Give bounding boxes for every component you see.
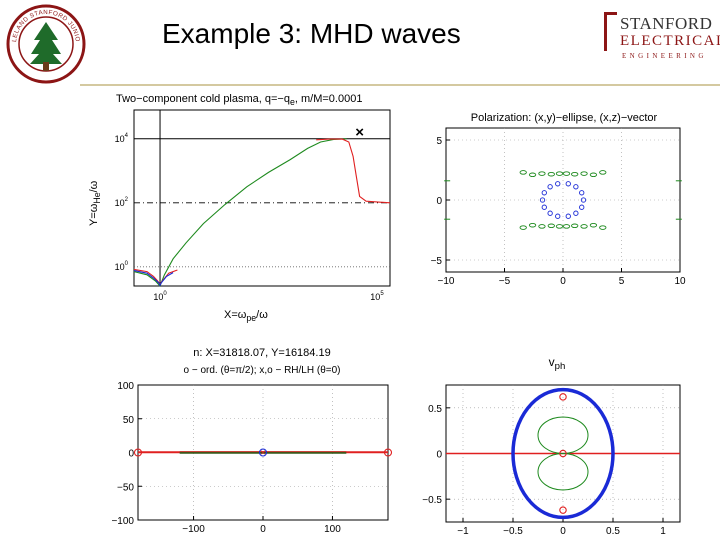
- green-polarization-ellipse: [528, 222, 537, 228]
- index-circle-blue: [258, 448, 268, 457]
- blue-polarization-ellipse: [541, 190, 547, 196]
- blue-polarization-ellipse: [573, 184, 579, 190]
- green-polarization-ellipse: [599, 170, 607, 175]
- green-polarization-ellipse: [599, 225, 607, 230]
- plot-title: Two−component cold plasma, q=−qe, m/M=0.…: [116, 93, 362, 107]
- refractive-index-plot: n: X=31818.07, Y=16184.19 o − ord. (θ=π/2…: [111, 347, 393, 535]
- red-velocity-circle: [559, 449, 567, 458]
- stanford-logo: STANFORD ELECTRICAL ENGINEERING: [604, 10, 720, 66]
- green-velocity-lobe: [537, 416, 589, 455]
- logo-engineering: ENGINEERING: [622, 52, 707, 60]
- y-tick-label: 5: [436, 136, 442, 147]
- university-seal: LELAND STANFORD JUNIOR UNIVERSITY: [4, 0, 86, 84]
- plot-title: n: X=31818.07, Y=16184.19: [193, 347, 330, 359]
- green-polarization-ellipse: [562, 224, 571, 229]
- x-tick-label: 1: [660, 526, 666, 537]
- green-velocity-lobe: [537, 453, 589, 491]
- x-tick-label: 5: [619, 276, 625, 287]
- plot-title: vph: [549, 355, 566, 372]
- blue-polarization-ellipse: [573, 210, 579, 216]
- title-divider: [80, 84, 720, 86]
- series-line-green-0: [133, 138, 347, 288]
- green-polarization-ellipse: [580, 224, 588, 229]
- green-polarization-ellipse: [555, 224, 564, 229]
- green-polarization-ellipse: [571, 223, 579, 229]
- series-line-blue-2: [133, 270, 174, 287]
- x-tick-label: −100: [182, 524, 205, 535]
- y-tick-label: 0.5: [428, 404, 442, 415]
- x-tick-label: 100: [324, 524, 341, 535]
- blue-polarization-ellipse: [579, 190, 585, 196]
- plot-subtitle: o − ord. (θ=π/2); x,o − RH/LH (θ=0): [184, 365, 341, 376]
- green-polarization-ellipse: [519, 225, 527, 230]
- x-tick-label: −0.5: [503, 526, 523, 537]
- blue-polarization-ellipse: [541, 204, 547, 210]
- y-tick-label: −5: [431, 256, 443, 267]
- dispersion-plot: Two−component cold plasma, q=−qe, m/M=0.…: [88, 93, 391, 323]
- index-circle-red: [133, 448, 143, 457]
- green-polarization-ellipse: [589, 222, 598, 228]
- blue-velocity-ellipse: [511, 387, 615, 520]
- slide-title: Example 3: MHD waves: [162, 18, 461, 49]
- y-tick-label: 100: [117, 381, 134, 392]
- index-circle-red: [383, 448, 393, 457]
- green-polarization-ellipse: [562, 171, 571, 176]
- y-tick-label: −0.5: [422, 495, 442, 506]
- y-tick-label: −50: [117, 482, 134, 493]
- y-tick-label: 0: [436, 450, 442, 461]
- x-tick-label: 100: [153, 291, 167, 302]
- green-polarization-ellipse: [571, 171, 579, 177]
- x-tick-label: 0: [560, 526, 566, 537]
- green-polarization-ellipse: [555, 171, 564, 176]
- plot-frame: [133, 109, 391, 287]
- x-tick-label: 0.5: [606, 526, 620, 537]
- red-velocity-circle: [559, 506, 567, 514]
- x-tick-label: −1: [457, 526, 469, 537]
- plot-title: Polarization: (x,y)−ellipse, (x,z)−vecto…: [471, 112, 658, 124]
- y-tick-label: 104: [115, 133, 129, 144]
- index-cross-marker: ×: [260, 448, 265, 458]
- green-polarization-ellipse: [547, 223, 555, 229]
- logo-stanford: STANFORD: [620, 14, 713, 33]
- blue-polarization-ellipse: [547, 184, 553, 190]
- blue-polarization-ellipse: [565, 213, 571, 219]
- green-polarization-ellipse: [538, 171, 546, 176]
- y-tick-label: 102: [115, 197, 129, 208]
- logo-electrical: ELECTRICAL: [620, 33, 720, 49]
- series-line-red-3: [316, 138, 391, 204]
- y-tick-label: 0: [436, 196, 442, 207]
- y-tick-label: −100: [111, 516, 134, 527]
- x-tick-label: 105: [370, 291, 384, 302]
- green-polarization-ellipse: [519, 170, 527, 175]
- green-polarization-ellipse: [589, 172, 598, 178]
- x-axis-label: X=ωpe/ω: [224, 309, 268, 323]
- blue-polarization-ellipse: [555, 181, 561, 187]
- x-tick-label: −10: [438, 276, 455, 287]
- y-axis-label: Y=ωHe/ω: [88, 180, 102, 226]
- blue-polarization-ellipse: [555, 213, 561, 219]
- y-tick-label: 0: [128, 449, 134, 460]
- blue-polarization-ellipse: [547, 210, 553, 216]
- x-tick-label: 10: [674, 276, 686, 287]
- green-polarization-ellipse: [528, 172, 537, 178]
- red-velocity-circle: [559, 393, 567, 401]
- y-tick-label: 50: [123, 415, 135, 426]
- green-polarization-ellipse: [580, 171, 588, 176]
- y-tick-label: 100: [115, 261, 129, 272]
- polarization-plot: Polarization: (x,y)−ellipse, (x,z)−vecto…: [431, 112, 686, 287]
- blue-polarization-ellipse: [579, 204, 585, 210]
- x-tick-label: 0: [560, 276, 566, 287]
- x-tick-label: −5: [499, 276, 511, 287]
- blue-polarization-ellipse: [565, 181, 571, 187]
- marker-x: ×: [355, 124, 364, 141]
- blue-polarization-ellipse: [539, 197, 546, 203]
- x-tick-label: 0: [260, 524, 266, 535]
- blue-polarization-ellipse: [580, 197, 587, 203]
- phase-velocity-plot: vph −1 −0.5 0 0.5 1 −0.5 0 0.5: [422, 355, 681, 537]
- green-polarization-ellipse: [538, 224, 546, 229]
- green-polarization-ellipse: [547, 171, 555, 177]
